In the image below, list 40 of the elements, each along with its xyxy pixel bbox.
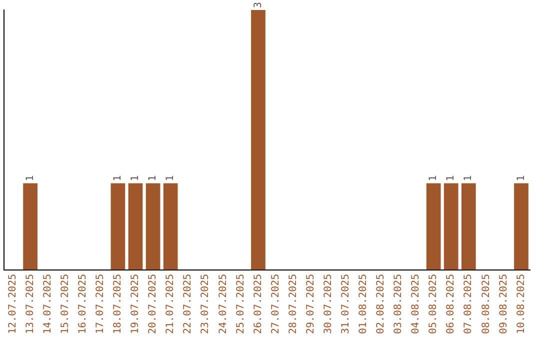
x-tick-label: 16.07.2025: [77, 274, 88, 334]
data-label: 1: [446, 175, 457, 182]
x-tick-label: 30.07.2025: [322, 274, 334, 334]
x-tick-label: 19.07.2025: [130, 274, 142, 334]
data-label: 1: [148, 175, 159, 182]
x-tick-label: 15.07.2025: [60, 274, 71, 334]
x-tick-label: 12.07.2025: [7, 274, 18, 334]
x-tick-label: 29.07.2025: [305, 274, 316, 334]
x-tick-label: 27.07.2025: [270, 274, 282, 334]
x-tick-label: 03.08.2025: [393, 274, 404, 334]
x-tick-label: 17.07.2025: [95, 274, 106, 334]
x-tick-label: 31.07.2025: [340, 274, 352, 334]
data-label: 1: [165, 175, 176, 182]
x-tick-label: 10.08.2025: [516, 274, 527, 334]
x-tick-label: 07.08.2025: [463, 274, 474, 334]
data-label: 1: [130, 175, 142, 182]
x-tick-label: 18.07.2025: [112, 274, 124, 334]
x-tick-label: 09.08.2025: [498, 274, 510, 334]
data-label: 1: [112, 175, 124, 182]
data-label: 1: [24, 175, 36, 182]
x-tick-label: 20.07.2025: [148, 274, 159, 334]
x-tick-label: 13.07.2025: [24, 274, 36, 334]
data-label: 1: [428, 175, 440, 182]
data-label: 3: [252, 2, 264, 8]
x-tick-label: 26.07.2025: [252, 274, 264, 334]
x-tick-label: 22.07.2025: [182, 274, 194, 334]
data-label: 1: [463, 175, 474, 182]
x-tick-label: 14.07.2025: [42, 274, 54, 334]
x-tick-label: 08.08.2025: [480, 274, 492, 334]
x-tick-label: 24.07.2025: [218, 274, 229, 334]
x-tick-label: 05.08.2025: [428, 274, 440, 334]
x-tick-label: 28.07.2025: [288, 274, 299, 334]
x-tick-label: 04.08.2025: [410, 274, 422, 334]
x-tick-label: 23.07.2025: [200, 274, 212, 334]
data-label: 1: [516, 175, 527, 182]
x-tick-label: 06.08.2025: [446, 274, 457, 334]
x-tick-label: 21.07.2025: [165, 274, 176, 334]
x-tick-label: 01.08.2025: [358, 274, 370, 334]
x-tick-label: 02.08.2025: [376, 274, 387, 334]
x-tick-label: 25.07.2025: [235, 274, 246, 334]
